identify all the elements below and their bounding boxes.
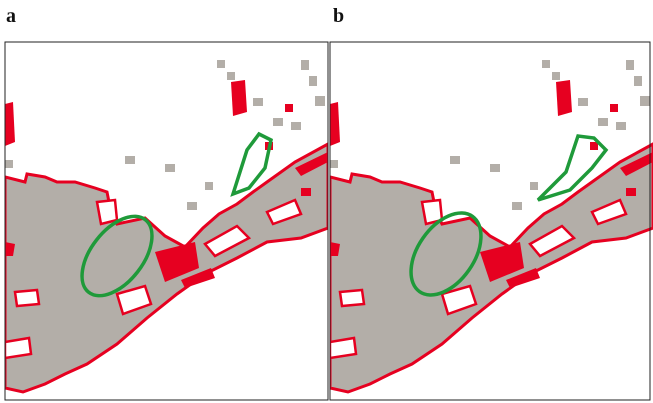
panel-b: [330, 42, 653, 400]
panel-a: [5, 42, 328, 400]
figure: a b: [0, 0, 653, 403]
panel-label: b: [333, 5, 344, 27]
panel-label: a: [6, 5, 16, 27]
